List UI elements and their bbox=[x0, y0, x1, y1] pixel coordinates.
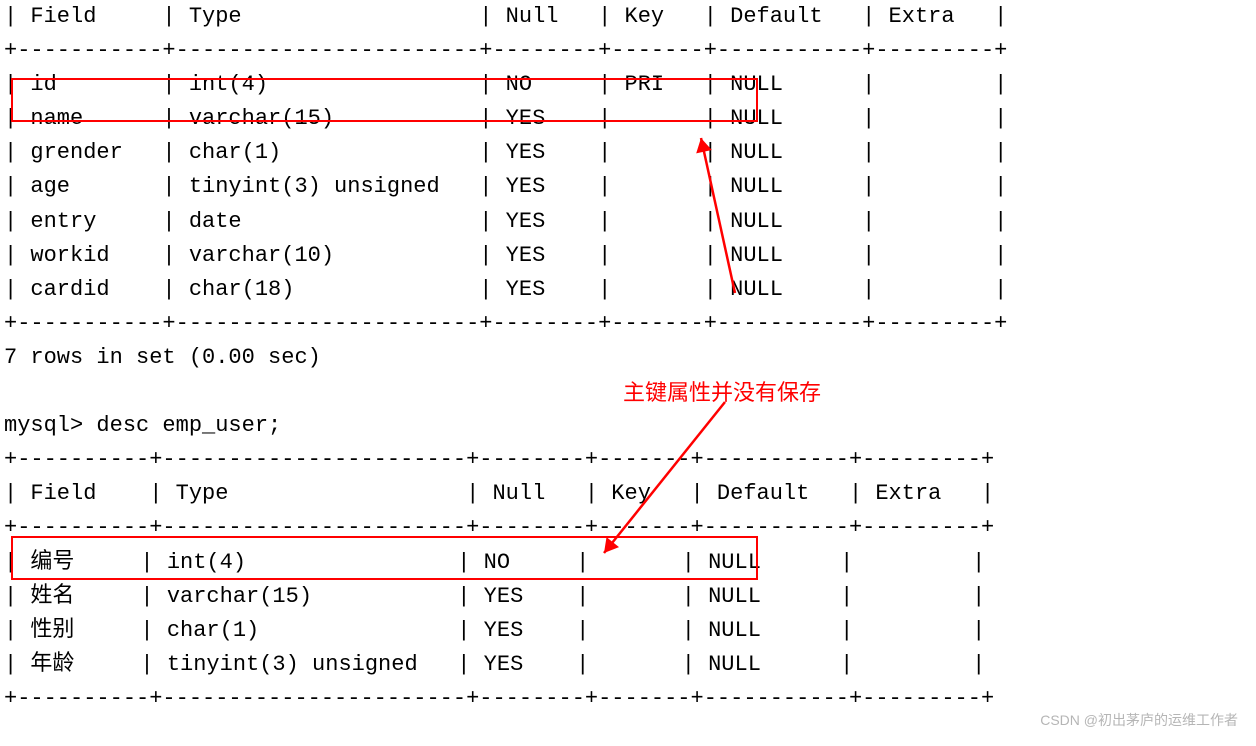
watermark: CSDN @初出茅庐的运维工作者 bbox=[1040, 710, 1238, 732]
terminal-output: | Field | Type | Null | Key | Default | … bbox=[0, 0, 1011, 716]
